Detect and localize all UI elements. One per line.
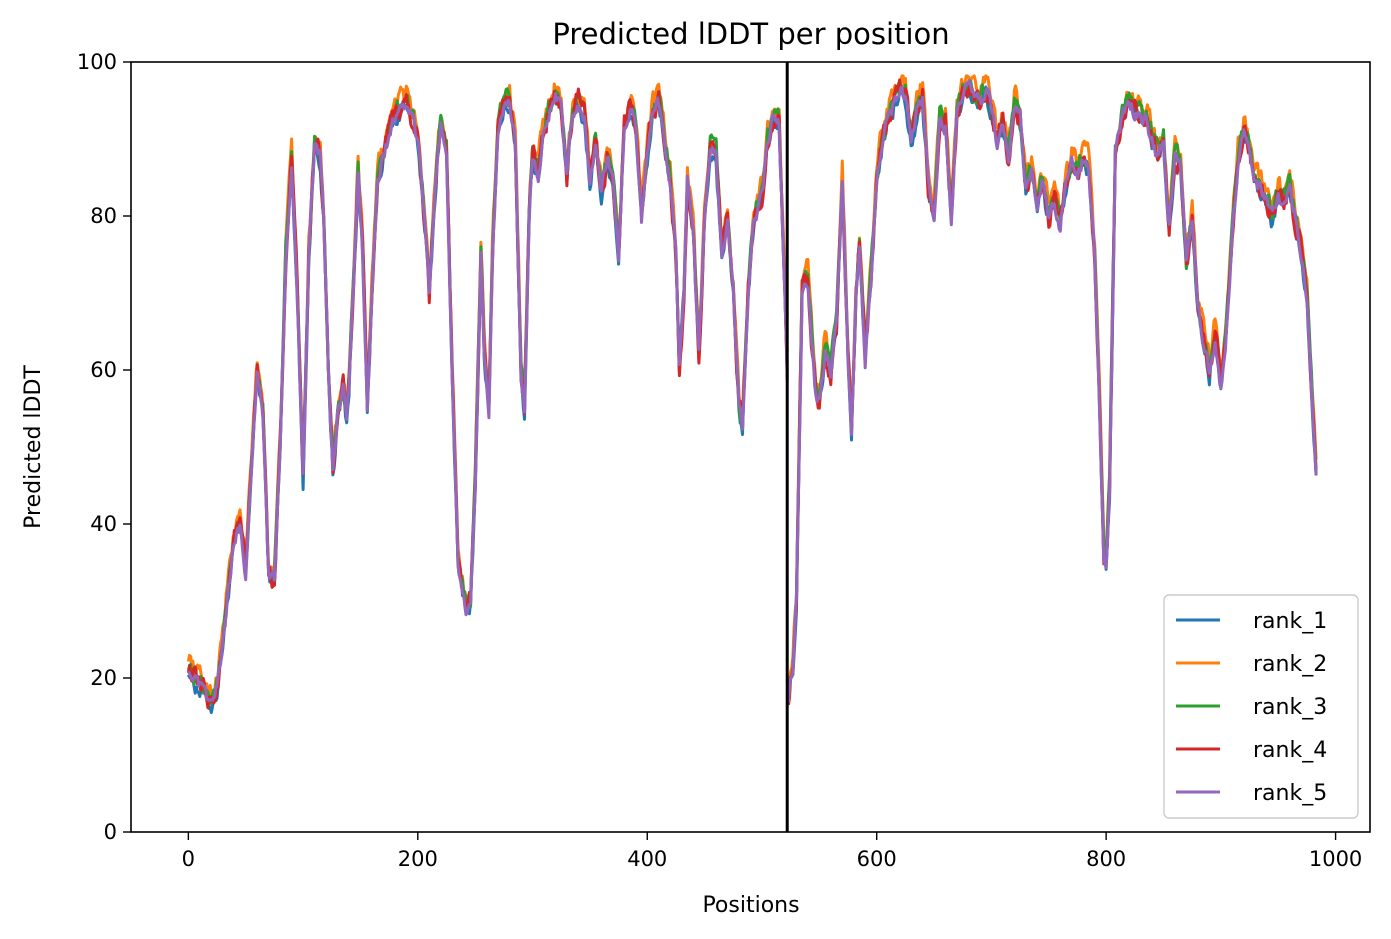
x-axis-label: Positions <box>702 893 799 918</box>
x-tick-label-0: 0 <box>182 847 195 871</box>
y-tick-label-40: 40 <box>90 512 117 536</box>
legend-box <box>1163 594 1359 819</box>
legend-label-rank_4: rank_4 <box>1253 738 1327 763</box>
x-tick-label-400: 400 <box>627 847 667 871</box>
y-axis-label: Predicted lDDT <box>21 365 46 529</box>
legend-label-rank_3: rank_3 <box>1253 695 1327 720</box>
legend-label-rank_5: rank_5 <box>1253 781 1327 806</box>
x-tick-label-200: 200 <box>398 847 438 871</box>
legend-label-rank_1: rank_1 <box>1253 609 1327 634</box>
y-tick-label-80: 80 <box>90 204 117 228</box>
y-tick-label-60: 60 <box>90 358 117 382</box>
series-line-rank_5 <box>187 79 1318 703</box>
chart-title: Predicted lDDT per position <box>552 17 949 51</box>
x-tick-label-800: 800 <box>1086 847 1126 871</box>
legend-label-rank_2: rank_2 <box>1253 652 1327 677</box>
legend: rank_1 rank_2 rank_3 rank_4 rank_5 <box>1163 594 1359 819</box>
y-tick-label-0: 0 <box>104 820 117 844</box>
x-tick-label-600: 600 <box>857 847 897 871</box>
y-tick-label-20: 20 <box>90 666 117 690</box>
x-tick-label-1000: 1000 <box>1309 847 1362 871</box>
y-tick-label-100: 100 <box>77 50 117 74</box>
plot-frame <box>130 61 1371 833</box>
